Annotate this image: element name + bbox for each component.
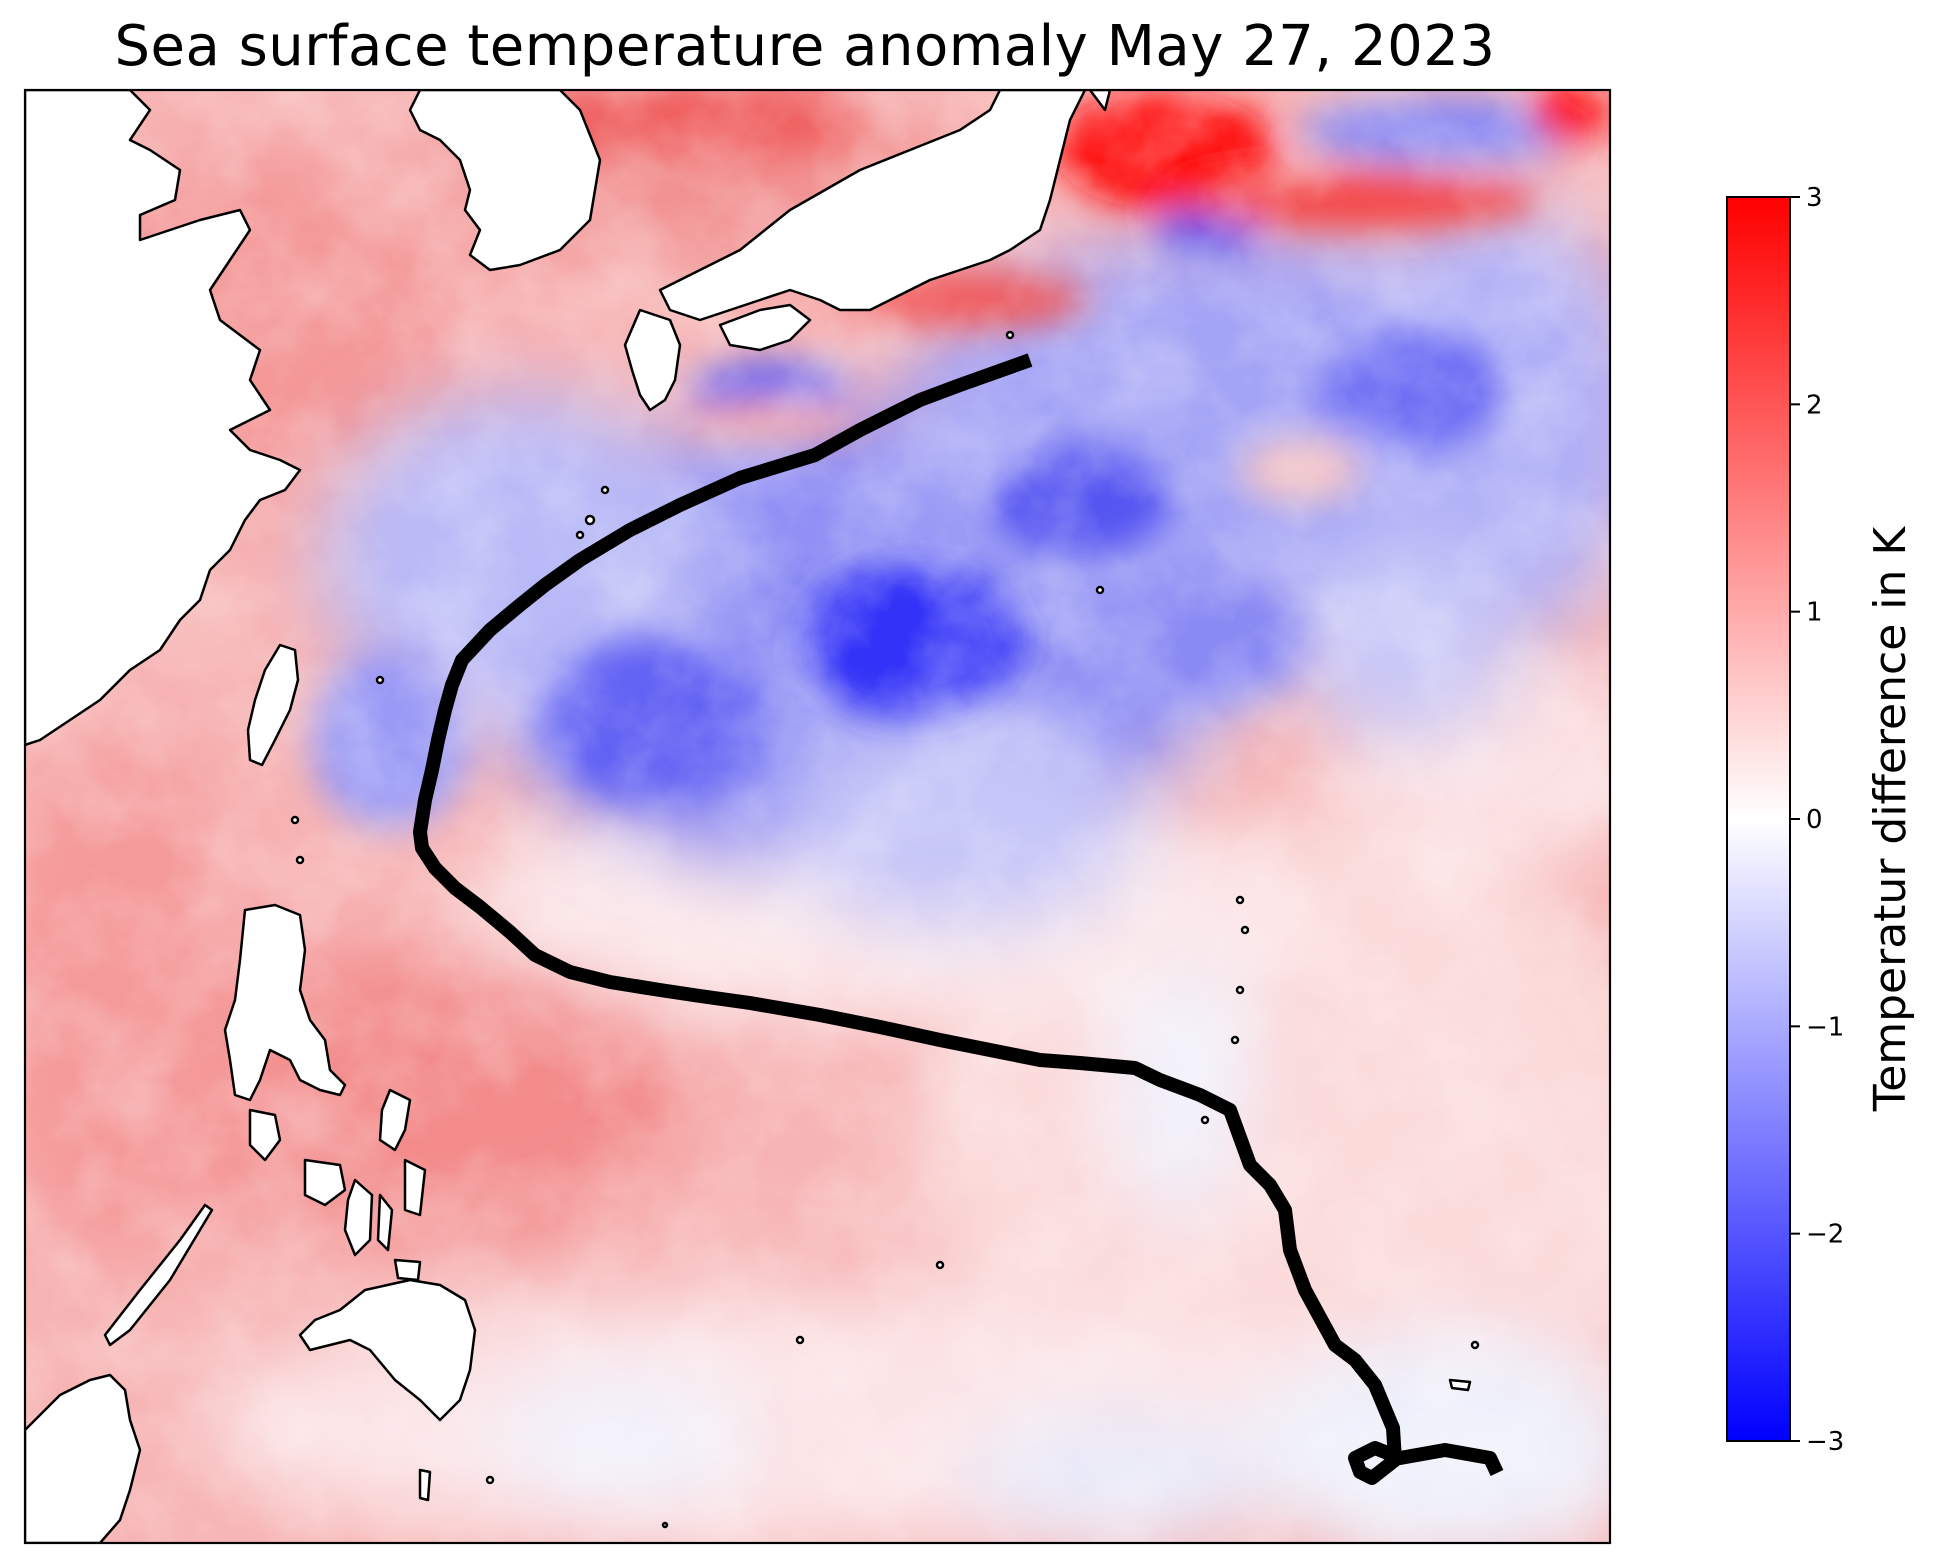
korea-coast xyxy=(408,90,602,272)
palawan-coast xyxy=(103,1203,214,1347)
chart-title: Sea surface temperature anomaly May 27, … xyxy=(114,14,1496,79)
land-masses xyxy=(25,90,1472,1543)
japan-honshu-coast xyxy=(658,90,1087,322)
mindanao-coast xyxy=(298,1278,477,1422)
visayas-negros-coast xyxy=(343,1178,374,1257)
borneo-coast xyxy=(25,1373,142,1543)
china-coast xyxy=(25,90,302,747)
visayas-cebu-coast xyxy=(376,1193,394,1252)
map-frame xyxy=(23,88,1612,1545)
small-island-1 xyxy=(418,1468,432,1502)
storm-track xyxy=(413,353,1504,1485)
taiwan-coast xyxy=(246,643,300,767)
mindoro-coast xyxy=(248,1108,282,1162)
visayas-panay-coast xyxy=(303,1158,347,1207)
japan-kyushu-coast xyxy=(623,308,682,412)
japan-hokkaido-coast xyxy=(1088,90,1112,112)
visayas-samar-coast xyxy=(378,1088,412,1152)
small-island-2 xyxy=(1448,1378,1472,1392)
visayas-leyte-coast xyxy=(403,1158,427,1217)
small-islands xyxy=(290,330,1480,1529)
bohol-coast xyxy=(393,1258,422,1282)
luzon-coast xyxy=(223,903,347,1102)
sst-anomaly-field xyxy=(25,90,1610,1543)
japan-shikoku-coast xyxy=(718,303,812,352)
